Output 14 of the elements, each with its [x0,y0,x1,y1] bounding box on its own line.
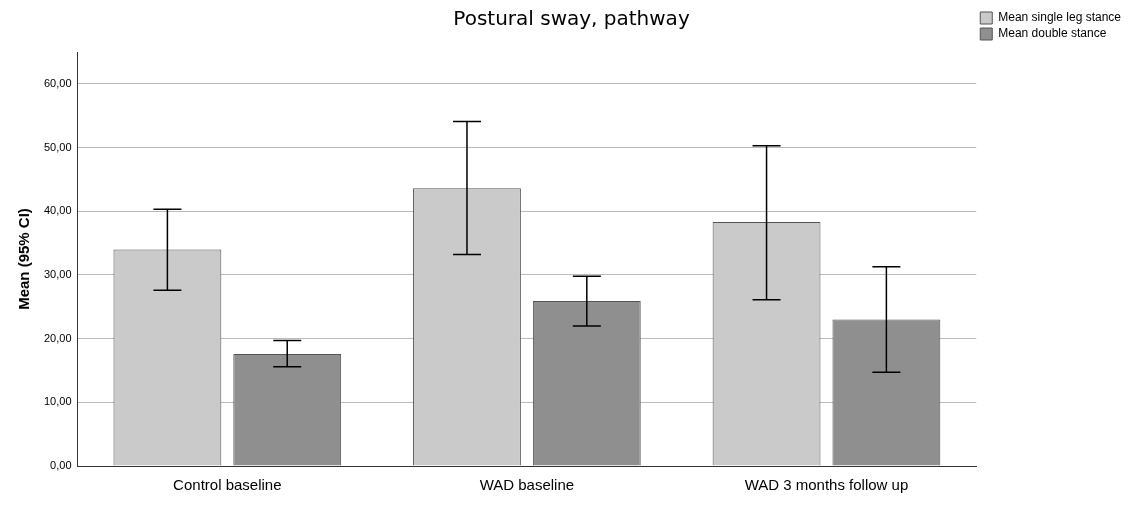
x-tick-label: WAD baseline [479,476,575,494]
y-tick-label: 40,00 [44,204,72,217]
y-tick-label: 30,00 [44,267,72,280]
legend-label: Mean single leg stance [998,10,1122,25]
y-tick-label: 0,00 [50,459,72,472]
y-tick-label: 20,00 [44,331,72,344]
y-tick-label: 10,00 [44,395,72,408]
x-tick-label: Control baseline [173,476,282,494]
x-tick-label: WAD 3 months follow up [744,476,909,494]
y-tick-label: 60,00 [44,76,72,89]
y-axis-title: Mean (95% CI) [15,208,33,310]
y-tick-label: 50,00 [44,140,72,153]
chart-title: Postural sway, pathway [453,6,690,31]
legend-label: Mean double stance [998,26,1107,41]
